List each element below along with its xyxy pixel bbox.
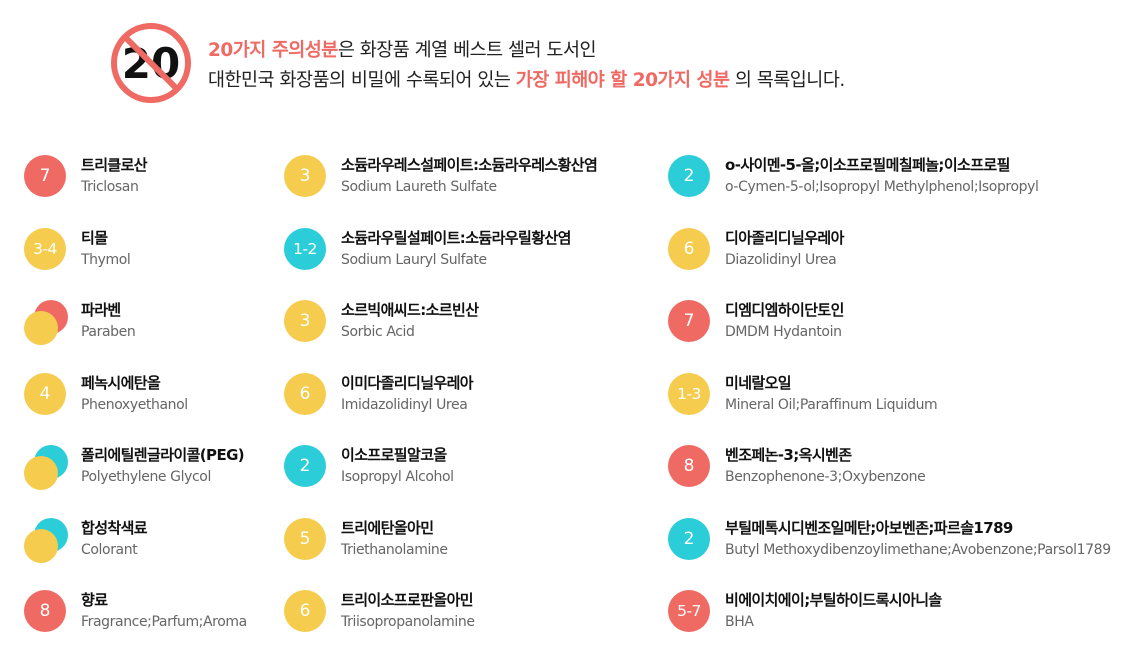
ingredient-name-en: Phenoxyethanol [81, 396, 188, 413]
grade-circle-front [24, 311, 58, 345]
ingredient-name-ko: 트리이소프로판올아민 [341, 591, 474, 609]
ingredient-name-en: DMDM Hydantoin [725, 324, 842, 340]
ingredient-name-ko: 소듐라우릴설페이트:소듐라우릴황산염 [341, 228, 571, 247]
ingredient-item: 3 소르빅애씨드:소르빈산 Sorbic Acid [284, 295, 754, 355]
grade-badge: 1-3 [668, 372, 710, 415]
ingredient-name-ko: 향료 [81, 591, 108, 609]
ingredient-name-en: Paraben [81, 324, 136, 340]
ingredient-name-ko: 디아졸리디닐우레아 [725, 228, 844, 247]
ingredient-item: 8 향료 Fragrance;Parfum;Aroma [24, 585, 494, 645]
header-line-1: 20가지 주의성분은 화장품 계열 베스트 셀러 도서인 [208, 36, 845, 66]
grade-badge: 2 [668, 155, 710, 197]
header-text: 20가지 주의성분은 화장품 계열 베스트 셀러 도서인 대한민국 화장품의 비… [208, 36, 845, 96]
ingredient-name-ko: 티몰 [81, 228, 108, 247]
ingredient-item: 3 소듐라우레스설페이트:소듐라우레스황산염 Sodium Laureth Sulf… [284, 150, 754, 210]
grade-dual-circle-icon [24, 445, 70, 491]
ingredient-name-ko: 소르빅애씨드:소르빈산 [341, 301, 479, 319]
ingredient-name-ko: 폴리에틸렌글라이콜(PEG) [81, 446, 245, 464]
grade-badge: 3-4 [24, 227, 66, 270]
ingredient-item: 6 디아졸리디닐우레아 Diazolidinyl Urea [668, 223, 1131, 283]
ingredient-item: 2 o-사이멘-5-올;이소프로필메칠페놀;이소프로필 o-Cymen-5-ol;I… [668, 150, 1131, 210]
grade-badge: 6 [668, 227, 710, 270]
ingredient-name-en: Colorant [81, 541, 138, 558]
ingredient-name-en: Triclosan [81, 179, 139, 195]
header-line-2-post: 의 목록입니다. [729, 70, 845, 91]
grade-badge: 7 [668, 300, 710, 342]
ingredient-name-en: Butyl Methoxydibenzoylimethane;Avobenzon… [725, 541, 1111, 558]
grade-badge: 5 [284, 517, 326, 560]
ingredient-name-en: Fragrance;Parfum;Aroma [81, 614, 247, 630]
grade-circle-front [24, 456, 58, 490]
ingredient-item: 폴리에틸렌글라이콜(PEG) Polyethylene Glycol [24, 440, 494, 500]
ingredient-name-en: Diazolidinyl Urea [725, 251, 837, 268]
ingredient-name-en: Sodium Lauryl Sulfate [341, 251, 487, 268]
ingredient-item: 6 이미다졸리디닐우레아 Imidazolidinyl Urea [284, 368, 754, 428]
grade-badge: 8 [668, 445, 710, 487]
ingredient-item: 1-3 미네랄오일 Mineral Oil;Paraffinum Liquidum [668, 368, 1131, 428]
ingredient-name-en: Isopropyl Alcohol [341, 469, 454, 485]
ingredient-name-en: o-Cymen-5-ol;Isopropyl Methylphenol;Isop… [725, 179, 1039, 195]
ingredient-name-ko: 미네랄오일 [725, 373, 792, 392]
ingredient-name-ko: 디엠디엠하이단토인 [725, 301, 844, 319]
ingredient-item: 5-7 비에이치에이;부틸하이드록시아니솔 BHA [668, 585, 1131, 645]
grade-badge: 6 [284, 372, 326, 415]
ingredient-name-en: Triethanolamine [341, 541, 448, 558]
ingredient-item: 5 트리에탄올아민 Triethanolamine [284, 513, 754, 573]
ingredient-name-en: Polyethylene Glycol [81, 469, 211, 485]
header-line-1-rest: 은 화장품 계열 베스트 셀러 도서인 [337, 40, 597, 61]
ingredient-item: 7 트리클로산 Triclosan [24, 150, 494, 210]
ingredient-name-ko: 이소프로필알코올 [341, 446, 447, 464]
grade-dual-circle-icon [24, 300, 70, 346]
grade-badge: 8 [24, 590, 66, 632]
ingredient-item: 파라벤 Paraben [24, 295, 494, 355]
grade-badge: 3 [284, 300, 326, 342]
ingredient-name-en: BHA [725, 614, 754, 630]
ingredient-name-en: Mineral Oil;Paraffinum Liquidum [725, 396, 938, 413]
grade-circle-front [24, 528, 58, 563]
ingredient-item: 2 이소프로필알코올 Isopropyl Alcohol [284, 440, 754, 500]
ingredient-item: 2 부틸메톡시디벤조일메탄;아보벤존;파르솔1789 Butyl Methoxydi… [668, 513, 1131, 573]
header-line-2-pre: 대한민국 화장품의 비밀에 수록되어 있는 [208, 70, 516, 91]
ingredient-name-ko: 파라벤 [81, 301, 121, 319]
ingredient-name-en: Sodium Laureth Sulfate [341, 179, 497, 195]
ingredient-item: 3-4 티몰 Thymol [24, 223, 494, 283]
ingredient-name-ko: 소듐라우레스설페이트:소듐라우레스황산염 [341, 156, 598, 174]
grade-badge: 5-7 [668, 590, 710, 632]
ingredient-item: 합성착색료 Colorant [24, 513, 494, 573]
ingredient-name-en: Triisopropanolamine [341, 614, 475, 630]
grade-dual-circle-icon [24, 517, 70, 564]
ingredient-name-ko: 이미다졸리디닐우레아 [341, 373, 474, 392]
ingredient-name-en: Imidazolidinyl Urea [341, 396, 468, 413]
header-highlight-1: 20가지 주의성분 [208, 40, 338, 61]
grade-badge: 2 [668, 517, 710, 560]
grade-badge: 2 [284, 445, 326, 487]
ingredient-name-ko: 비에이치에이;부틸하이드록시아니솔 [725, 591, 942, 609]
grade-badge: 3 [284, 155, 326, 197]
ingredient-name-ko: 페녹시에탄올 [81, 373, 161, 392]
ingredient-name-ko: o-사이멘-5-올;이소프로필메칠페놀;이소프로필 [725, 156, 1010, 174]
grade-badge: 4 [24, 372, 66, 415]
ingredient-name-ko: 트리클로산 [81, 156, 148, 174]
grade-badge: 1-2 [284, 227, 326, 270]
header: 20 20가지 주의성분은 화장품 계열 베스트 셀러 도서인 대한민국 화장품… [108, 18, 1108, 108]
ingredient-name-en: Benzophenone-3;Oxybenzone [725, 469, 926, 485]
ingredient-item: 4 페녹시에탄올 Phenoxyethanol [24, 368, 494, 428]
ingredient-item: 8 벤조페논-3;옥시벤존 Benzophenone-3;Oxybenzone [668, 440, 1131, 500]
ingredient-name-en: Thymol [81, 251, 131, 268]
header-line-2: 대한민국 화장품의 비밀에 수록되어 있는 가장 피해야 할 20가지 성분 의… [208, 66, 845, 96]
ingredient-item: 7 디엠디엠하이단토인 DMDM Hydantoin [668, 295, 1131, 355]
ingredient-name-ko: 합성착색료 [81, 518, 148, 537]
grade-badge: 7 [24, 155, 66, 197]
grade-badge: 6 [284, 590, 326, 632]
ingredient-name-ko: 벤조페논-3;옥시벤존 [725, 446, 852, 464]
ingredient-name-ko: 트리에탄올아민 [341, 518, 434, 537]
ingredient-name-ko: 부틸메톡시디벤조일메탄;아보벤존;파르솔1789 [725, 518, 1013, 537]
ingredient-item: 1-2 소듐라우릴설페이트:소듐라우릴황산염 Sodium Lauryl Sulfa… [284, 223, 754, 283]
ingredient-name-en: Sorbic Acid [341, 324, 415, 340]
no-20-icon: 20 [111, 23, 191, 103]
header-highlight-2: 가장 피해야 할 20가지 성분 [515, 70, 730, 91]
ingredient-item: 6 트리이소프로판올아민 Triisopropanolamine [284, 585, 754, 645]
